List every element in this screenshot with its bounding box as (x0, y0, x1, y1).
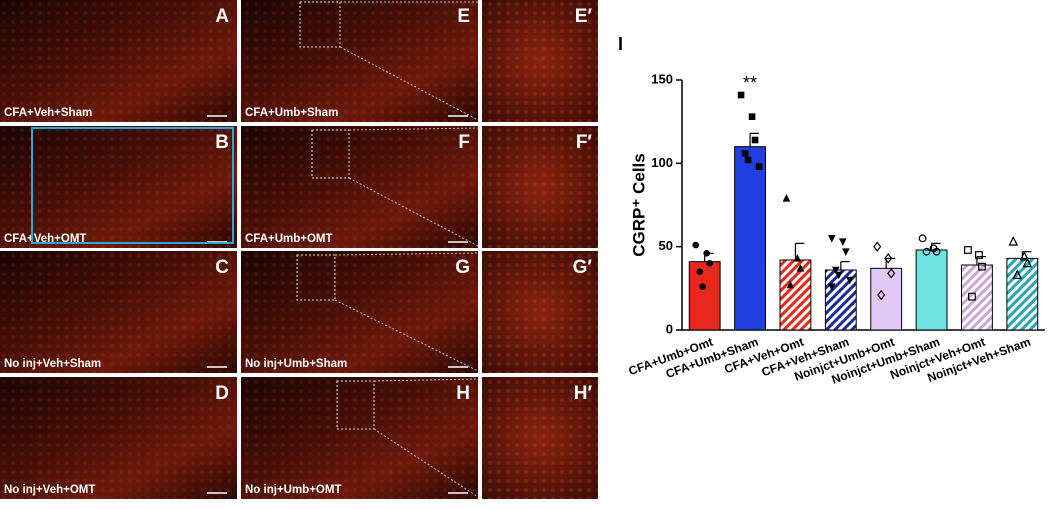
data-point (796, 264, 805, 272)
data-point (842, 248, 850, 256)
data-point (744, 156, 752, 164)
texture (241, 377, 478, 499)
data-point (786, 280, 795, 289)
data-point (835, 271, 843, 280)
zoom-box (311, 129, 350, 179)
texture (482, 126, 598, 248)
panel-letter: H (456, 383, 470, 404)
panel-letter: E (457, 6, 470, 27)
bar (688, 261, 721, 331)
significance: ** (743, 73, 757, 93)
data-point (922, 247, 931, 256)
data-point (793, 254, 802, 262)
data-point (846, 276, 854, 285)
panel-letter: H′ (574, 383, 593, 404)
panel-letter: C (215, 257, 229, 278)
data-point (696, 268, 703, 275)
data-point (692, 241, 699, 249)
texture (482, 0, 598, 122)
data-point (1019, 251, 1030, 261)
y-tick-label: 50 (659, 238, 673, 253)
bar (779, 259, 812, 331)
y-tick-label: 0 (666, 321, 673, 336)
panel-letter: F (458, 132, 470, 153)
zoom-line (348, 127, 479, 131)
zoom-line (334, 299, 479, 372)
texture (0, 126, 237, 248)
data-point (884, 253, 893, 264)
panel-letter: B (215, 132, 229, 153)
texture (0, 251, 237, 373)
bar (915, 249, 948, 331)
data-point (755, 163, 763, 170)
data-point (782, 194, 791, 202)
panel-caption: CFA+Umb+OMT (245, 233, 333, 245)
texture (482, 377, 598, 499)
data-point (1012, 269, 1023, 279)
texture (241, 0, 478, 122)
panel-letter: G′ (573, 257, 593, 278)
panel-caption: No inj+Umb+Sham (245, 358, 347, 370)
zoom-box (296, 254, 336, 301)
texture (0, 377, 237, 499)
panel-letter: A (215, 6, 229, 27)
texture (241, 126, 478, 248)
bar (870, 267, 903, 331)
texture (0, 0, 237, 122)
panel-caption: CFA+Umb+Sham (245, 107, 338, 119)
y-tick-label: 100 (651, 155, 673, 170)
data-point (877, 289, 886, 301)
zoom-box (336, 380, 375, 430)
data-point (748, 113, 756, 120)
zoom-box (299, 1, 341, 48)
data-point (964, 246, 972, 254)
data-point (703, 250, 710, 257)
panel-letter: E′ (575, 6, 593, 27)
panel-caption: No inj+Umb+OMT (245, 484, 341, 496)
zoom-line (348, 177, 479, 247)
data-point (706, 260, 713, 267)
panel-letter: G (455, 257, 470, 278)
bar (961, 264, 993, 331)
data-point (887, 268, 896, 279)
data-point (741, 150, 749, 157)
data-point (1008, 236, 1019, 246)
panel-letter: D (215, 383, 229, 404)
data-point (978, 262, 986, 271)
highlight-box (31, 127, 234, 244)
panel-caption: No inj+Veh+OMT (4, 484, 95, 496)
bar (1006, 257, 1039, 331)
panel-caption: CFA+Veh+Sham (4, 107, 92, 119)
texture (241, 251, 478, 373)
data-point (839, 238, 847, 246)
zoom-line (373, 378, 479, 382)
data-point (737, 91, 745, 99)
y-tick-label: 150 (651, 71, 673, 86)
data-point (975, 251, 983, 259)
bar (734, 146, 766, 331)
texture (482, 251, 598, 373)
data-point (828, 283, 836, 291)
chart-title: I (618, 34, 623, 54)
panel-letter: F′ (576, 132, 593, 153)
data-point (832, 266, 840, 275)
data-point (918, 234, 927, 243)
data-point (873, 241, 882, 252)
panel-caption: No inj+Veh+Sham (4, 358, 101, 370)
data-point (1022, 257, 1033, 268)
data-point (828, 235, 836, 243)
data-point (968, 292, 976, 301)
data-point (699, 283, 706, 290)
zoom-line (373, 428, 479, 498)
data-point (932, 247, 941, 256)
data-point (751, 136, 759, 144)
y-axis-label: CGRP⁺ Cells (629, 153, 648, 256)
